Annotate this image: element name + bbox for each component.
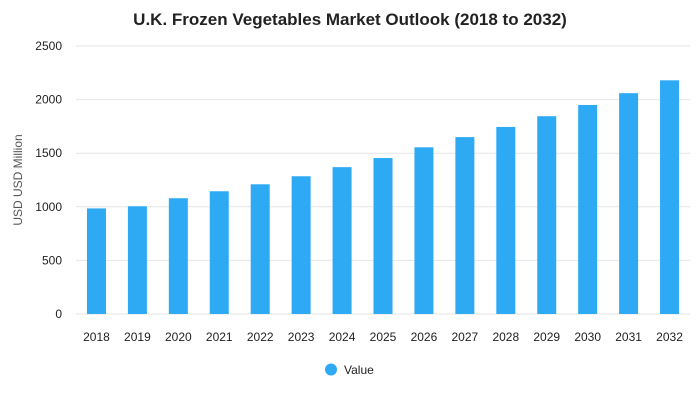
bar-2029[interactable] xyxy=(537,116,557,314)
x-tick-label: 2032 xyxy=(656,330,683,344)
x-tick-label: 2025 xyxy=(370,330,397,344)
x-tick-label: 2020 xyxy=(165,330,192,344)
y-axis-ticks: 0 500 1000 1500 2000 2500 xyxy=(35,39,62,321)
x-tick-label: 2019 xyxy=(124,330,151,344)
legend-swatch xyxy=(325,363,337,376)
x-tick-label: 2030 xyxy=(574,330,601,344)
x-tick-label: 2021 xyxy=(206,330,233,344)
bar-2024[interactable] xyxy=(332,167,352,314)
x-tick-label: 2023 xyxy=(288,330,315,344)
y-tick-label: 2500 xyxy=(35,39,62,53)
bar-2020[interactable] xyxy=(168,198,188,314)
bar-2027[interactable] xyxy=(455,137,475,314)
y-tick-label: 1000 xyxy=(35,200,62,214)
x-tick-label: 2031 xyxy=(615,330,642,344)
y-tick-label: 500 xyxy=(42,253,62,267)
bar-2018[interactable] xyxy=(86,208,106,314)
y-tick-label: 2000 xyxy=(35,93,62,107)
legend[interactable]: Value xyxy=(325,363,374,377)
bar-2021[interactable] xyxy=(209,191,229,314)
bar-2028[interactable] xyxy=(496,126,516,314)
x-tick-label: 2028 xyxy=(492,330,519,344)
x-tick-label: 2027 xyxy=(452,330,479,344)
bar-2023[interactable] xyxy=(291,176,311,314)
y-tick-label: 0 xyxy=(55,307,62,321)
bar-2031[interactable] xyxy=(619,93,639,314)
bar-2032[interactable] xyxy=(660,80,680,314)
bar-2026[interactable] xyxy=(414,147,434,314)
chart-title: U.K. Frozen Vegetables Market Outlook (2… xyxy=(133,10,567,29)
x-tick-label: 2026 xyxy=(411,330,438,344)
legend-label: Value xyxy=(344,363,374,377)
bar-2030[interactable] xyxy=(578,104,598,315)
x-tick-label: 2018 xyxy=(83,330,110,344)
x-axis-ticks: 2018 2019 2020 2021 2022 2023 2024 2025 2026 2027… xyxy=(83,330,683,344)
y-axis-label: USD USD Million xyxy=(11,134,25,225)
bars xyxy=(86,80,680,315)
x-tick-label: 2022 xyxy=(247,330,274,344)
y-tick-label: 1500 xyxy=(35,146,62,160)
x-tick-label: 2029 xyxy=(533,330,560,344)
bar-2025[interactable] xyxy=(373,158,393,314)
bar-2019[interactable] xyxy=(127,206,147,314)
x-tick-label: 2024 xyxy=(329,330,356,344)
bar-2022[interactable] xyxy=(250,184,270,314)
